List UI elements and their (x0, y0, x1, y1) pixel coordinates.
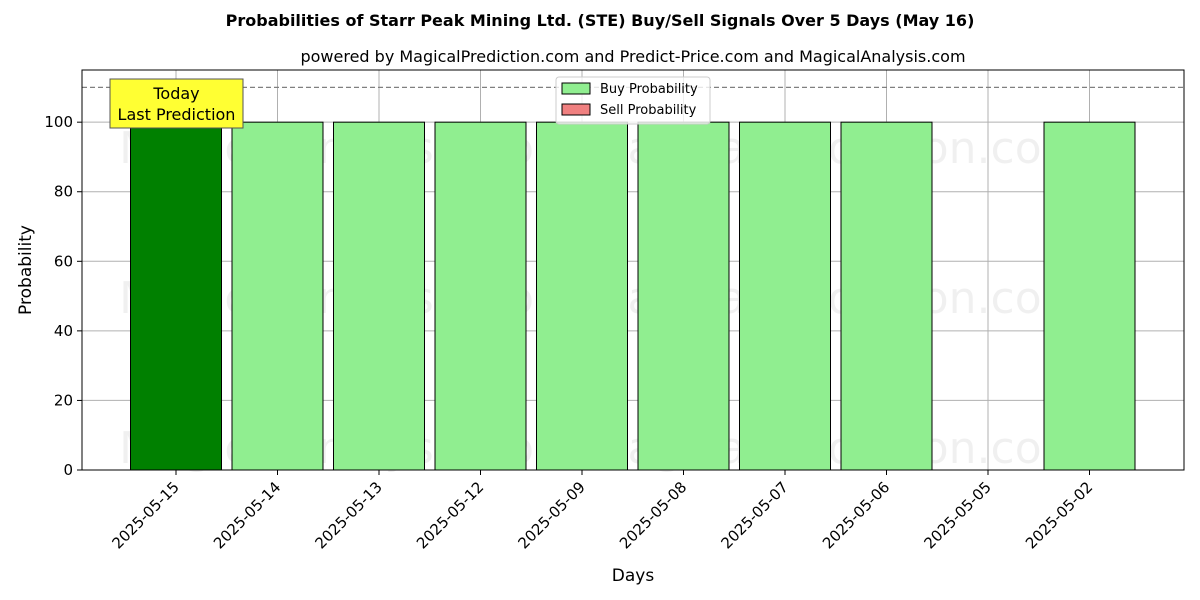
legend: Buy Probability Sell Probability (555, 76, 711, 125)
x-axis-ticks: 2025-05-15 2025-05-14 2025-05-13 2025-05-12… (108, 470, 1096, 552)
legend-swatch-1 (561, 103, 591, 116)
today-annotation-line2: Last Prediction (118, 105, 236, 124)
x-tick-label: 2025-05-15 (108, 478, 182, 552)
y-tick-label: 60 (54, 252, 73, 270)
today-annotation: Today Last Prediction (109, 78, 244, 129)
today-annotation-box (109, 78, 244, 129)
today-annotation-line1: Today (152, 84, 199, 103)
buy-bar-2025-05-06 (840, 121, 933, 471)
legend-label-1: Sell Probability (600, 103, 697, 118)
buy-bar-2025-05-13 (333, 121, 425, 471)
x-tick-label: 2025-05-09 (514, 478, 588, 552)
x-tick-label: 2025-05-12 (413, 478, 487, 552)
y-tick-label: 100 (44, 113, 73, 131)
x-tick-label: 2025-05-07 (717, 478, 791, 552)
buy-bar-2025-05-14 (231, 121, 324, 471)
buy-bar-2025-05-08 (637, 121, 730, 471)
bars-layer (130, 121, 1136, 471)
y-tick-label: 0 (63, 461, 73, 479)
y-axis-ticks: 0 20 40 60 80 100 (44, 113, 82, 479)
y-tick-label: 20 (54, 391, 73, 409)
buy-bar-2025-05-15 (130, 121, 222, 471)
x-tick-label: 2025-05-05 (920, 478, 994, 552)
x-tick-label: 2025-05-02 (1022, 478, 1096, 552)
chart-title: Probabilities of Starr Peak Mining Ltd. … (226, 11, 975, 30)
buy-bar-2025-05-07 (739, 121, 831, 471)
x-axis-label: Days (612, 566, 655, 586)
x-tick-label: 2025-05-14 (210, 478, 284, 552)
x-tick-label: 2025-05-08 (616, 478, 690, 552)
legend-box (555, 76, 711, 125)
y-axis-label: Probability (16, 225, 36, 315)
y-tick-label: 80 (54, 183, 73, 201)
buy-bar-2025-05-09 (536, 121, 628, 471)
y-tick-label: 40 (54, 322, 73, 340)
legend-swatch-0 (561, 82, 591, 95)
buy-bar-2025-05-12 (434, 121, 527, 471)
chart-subtitle: powered by MagicalPrediction.com and Pre… (300, 47, 965, 66)
buy-bar-2025-05-02 (1043, 121, 1136, 471)
x-tick-label: 2025-05-13 (311, 478, 385, 552)
legend-label-0: Buy Probability (600, 82, 698, 97)
plot-frame (81, 69, 1185, 471)
x-tick-label: 2025-05-06 (819, 478, 893, 552)
